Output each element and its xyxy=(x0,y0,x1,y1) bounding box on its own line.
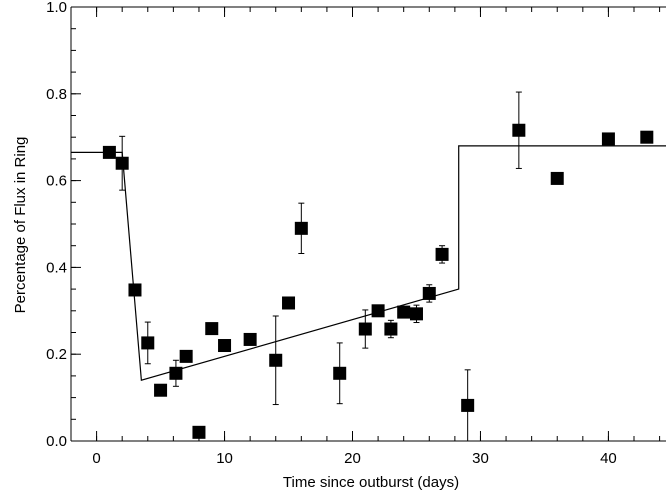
data-point xyxy=(333,366,347,380)
data-point xyxy=(358,322,372,336)
data-point xyxy=(550,171,564,185)
data-point xyxy=(435,247,449,261)
data-point xyxy=(384,322,398,336)
data-point xyxy=(141,336,155,350)
data-point xyxy=(512,123,526,137)
data-point xyxy=(102,145,116,159)
x-tick-label: 40 xyxy=(600,450,617,467)
data-point xyxy=(397,305,411,319)
y-axis-title: Percentage of Flux in Ring xyxy=(12,137,29,314)
data-point xyxy=(409,307,423,321)
data-point xyxy=(294,221,308,235)
y-tick-label: 1.0 xyxy=(46,0,67,16)
data-point xyxy=(243,332,257,346)
data-point xyxy=(179,349,193,363)
x-tick-label: 30 xyxy=(472,450,489,467)
data-point xyxy=(422,286,436,300)
x-tick-label: 0 xyxy=(92,450,100,467)
x-axis-title: Time since outburst (days) xyxy=(283,474,459,491)
model-fit-line xyxy=(71,145,666,382)
data-point xyxy=(192,425,206,439)
y-tick-label: 0.2 xyxy=(46,346,67,363)
y-tick-label: 0.0 xyxy=(46,433,67,450)
axis-ticks xyxy=(71,6,661,442)
x-tick-label: 10 xyxy=(216,450,233,467)
data-point xyxy=(205,322,219,336)
data-point xyxy=(269,353,283,367)
data-point xyxy=(640,130,654,144)
data-point xyxy=(169,366,183,380)
x-tick-label: 20 xyxy=(344,450,361,467)
data-point xyxy=(601,132,615,146)
y-tick-label: 0.6 xyxy=(46,173,67,190)
data-point xyxy=(371,304,385,318)
y-tick-label: 0.8 xyxy=(46,86,67,103)
data-point xyxy=(461,398,475,412)
data-point xyxy=(154,383,168,397)
data-points xyxy=(102,123,654,439)
data-point xyxy=(115,156,129,170)
data-point xyxy=(218,339,232,353)
y-tick-label: 0.4 xyxy=(46,259,67,276)
data-point xyxy=(128,283,142,297)
data-point xyxy=(282,296,296,310)
tick-labels: 0 10 20 30 40 0.0 0.2 0.4 0.6 0.8 1.0 xyxy=(46,0,617,467)
error-bars xyxy=(106,91,650,442)
plot-frame xyxy=(70,6,666,442)
